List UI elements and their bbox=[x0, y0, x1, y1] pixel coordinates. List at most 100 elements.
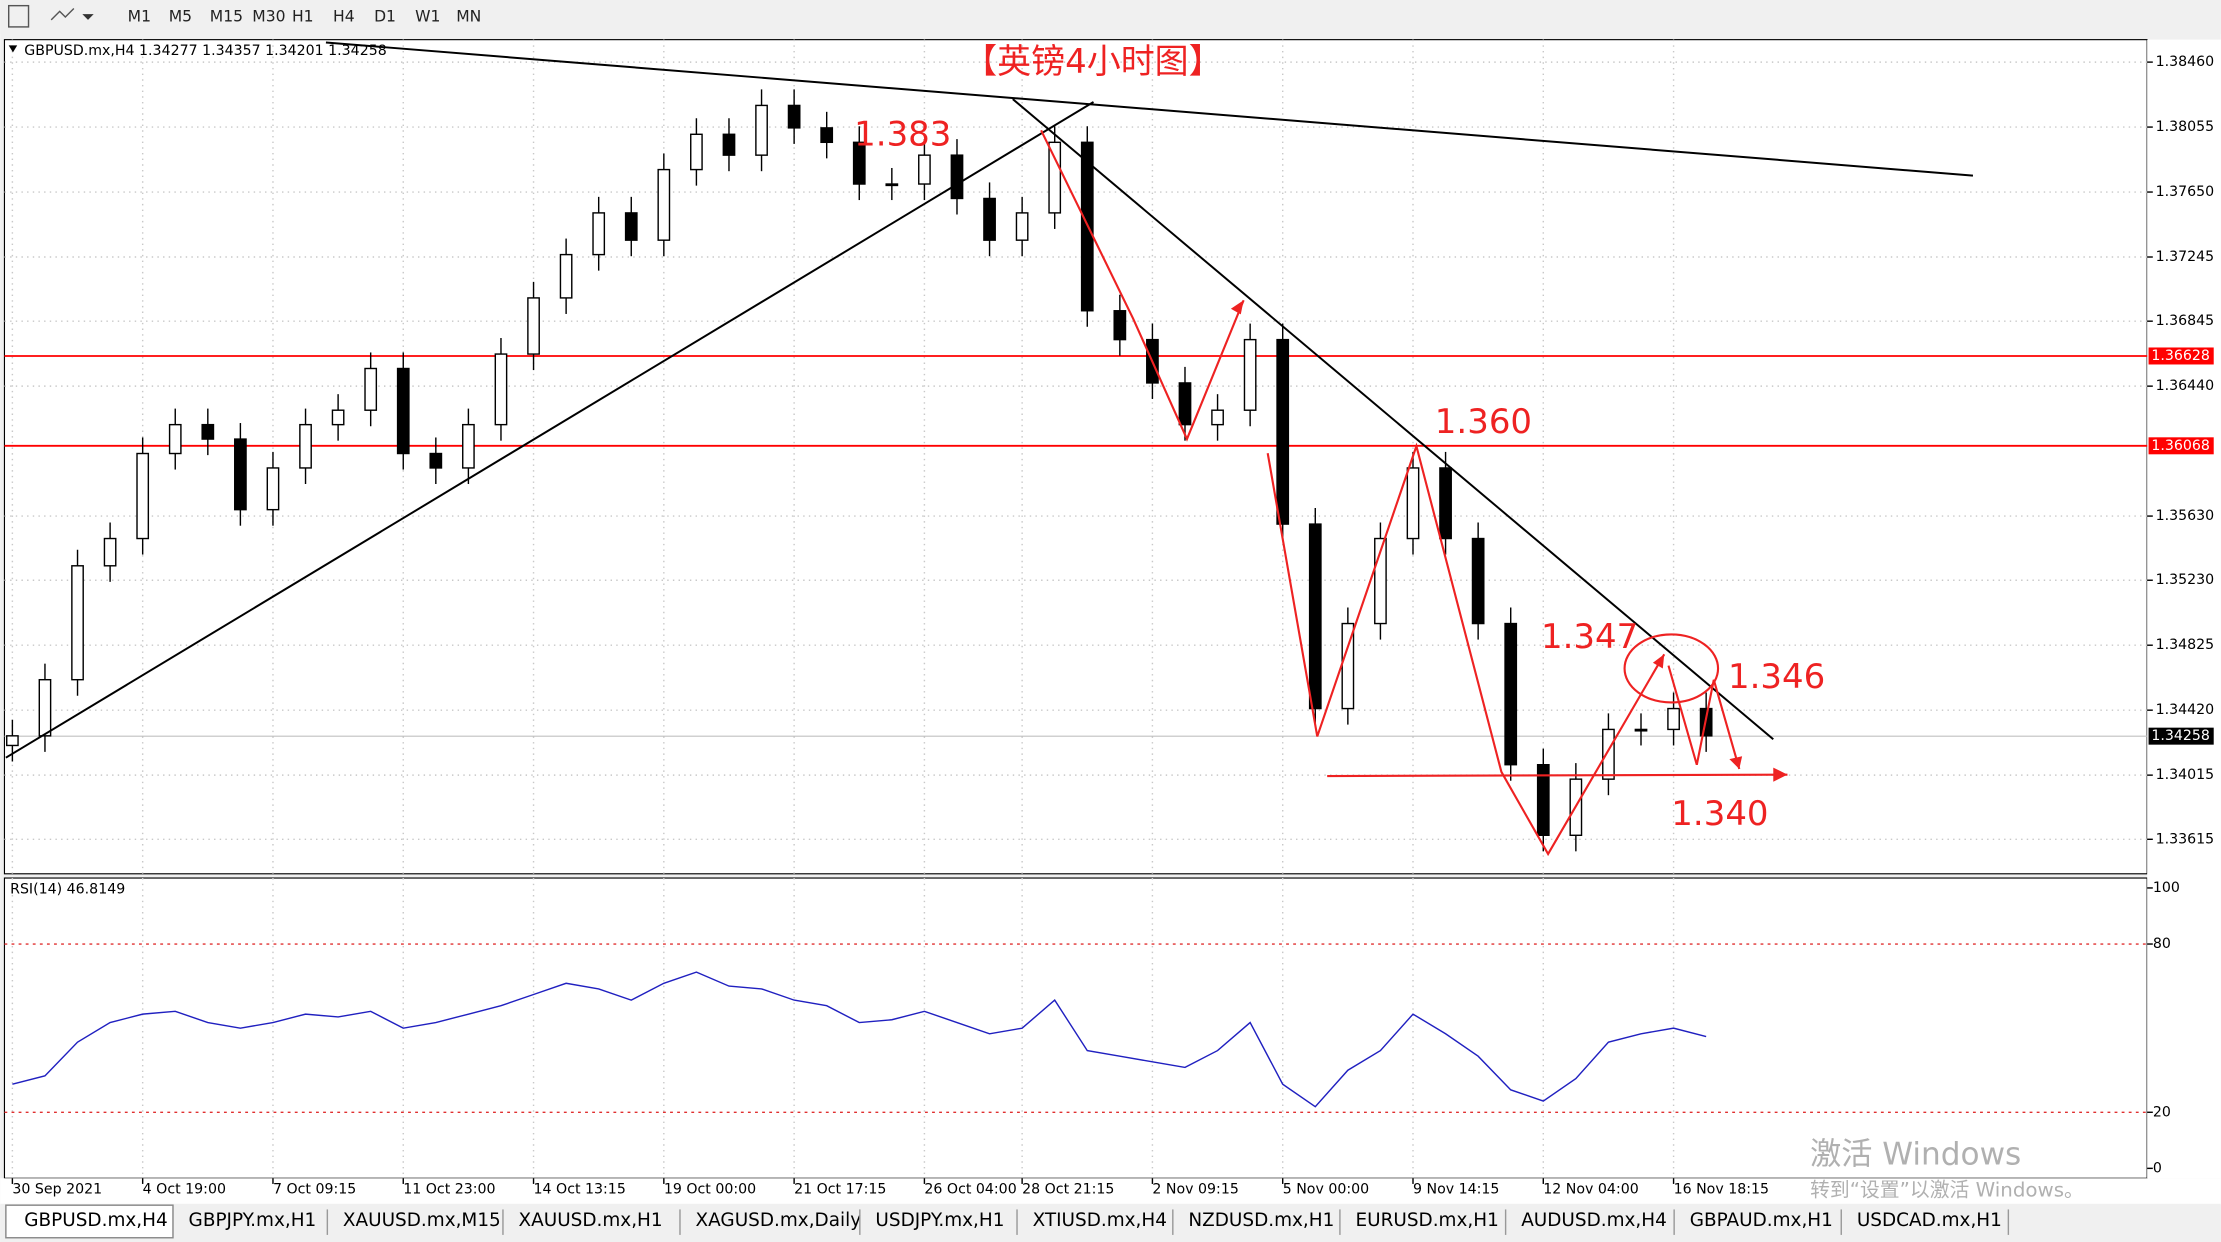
candle-body bbox=[396, 367, 410, 455]
chart-tab[interactable]: NZDUSD.mx,H1 bbox=[1188, 1210, 1334, 1231]
chart-tab[interactable]: XAUUSD.mx,H1 bbox=[519, 1210, 663, 1231]
chart-tab[interactable]: GBPAUD.mx,H1 bbox=[1690, 1210, 1833, 1231]
chart-tab[interactable]: AUDUSD.mx,H4 bbox=[1521, 1210, 1667, 1231]
price-annotation: 1.346 bbox=[1728, 657, 1825, 697]
rsi-title: RSI(14) 46.8149 bbox=[10, 881, 125, 897]
candle-body bbox=[38, 678, 52, 737]
candle-body bbox=[1504, 622, 1518, 766]
candle-body bbox=[1667, 707, 1680, 731]
timeframe-button[interactable]: M30 bbox=[252, 7, 285, 25]
timeframe-button[interactable]: M15 bbox=[210, 7, 243, 25]
timeframe-button[interactable]: M5 bbox=[169, 7, 192, 25]
x-tick-label: 5 Nov 00:00 bbox=[1283, 1182, 1369, 1198]
trend-line bbox=[5, 101, 1095, 759]
drawings: 【英镑4小时图】 1.383 1.360 1.347 1.346 1.340 G… bbox=[5, 41, 2084, 1202]
candle-body bbox=[494, 353, 508, 426]
price-label-bg bbox=[2148, 727, 2214, 745]
y-tick-label: 0 bbox=[2153, 1160, 2162, 1176]
candle-body bbox=[6, 735, 19, 747]
candle-body bbox=[559, 253, 573, 299]
red-arrow bbox=[1667, 665, 1741, 770]
x-tick-label: 14 Oct 13:15 bbox=[534, 1182, 626, 1198]
candle-body bbox=[1048, 141, 1062, 214]
candle-body bbox=[168, 423, 182, 455]
x-tick-label: 2 Nov 09:15 bbox=[1152, 1182, 1238, 1198]
x-tick-label: 21 Oct 17:15 bbox=[794, 1182, 886, 1198]
toolbar-bg bbox=[0, 0, 2221, 34]
candle-body bbox=[266, 467, 280, 511]
price-label: 1.34258 bbox=[2151, 728, 2210, 744]
toolbar-icon[interactable] bbox=[7, 4, 30, 28]
red-arrow bbox=[1040, 129, 1245, 442]
candle-body bbox=[1634, 728, 1648, 732]
dropdown-arrow[interactable] bbox=[82, 14, 94, 20]
chart-tab[interactable]: USDCAD.mx,H1 bbox=[1857, 1210, 2002, 1231]
candle-body bbox=[364, 367, 378, 411]
candle-body bbox=[1406, 467, 1420, 540]
x-tick-label: 4 Oct 19:00 bbox=[143, 1182, 226, 1198]
x-tick-label: 26 Oct 04:00 bbox=[924, 1182, 1016, 1198]
chart-tab[interactable]: XTIUSD.mx,H4 bbox=[1033, 1210, 1167, 1231]
rsi-pane bbox=[3, 877, 2148, 1179]
y-tick-label: 100 bbox=[2153, 880, 2180, 896]
candle-body bbox=[787, 104, 801, 129]
red-arrow bbox=[1266, 442, 1666, 857]
candle-body bbox=[299, 423, 312, 469]
chart-tab[interactable]: EURUSD.mx,H1 bbox=[1356, 1210, 1499, 1231]
x-tick-label: 30 Sep 2021 bbox=[12, 1182, 102, 1198]
candle-body bbox=[885, 183, 899, 187]
price-annotation: 1.383 bbox=[854, 114, 951, 154]
tab-bar-bg bbox=[0, 1205, 2221, 1242]
candle-body bbox=[103, 537, 117, 567]
y-tick-label: 1.35630 bbox=[2156, 508, 2215, 524]
x-tick-label: 16 Nov 18:15 bbox=[1674, 1182, 1769, 1198]
chart-tab[interactable]: GBPJPY.mx,H1 bbox=[189, 1210, 317, 1231]
candle-body bbox=[1602, 728, 1615, 780]
chart-tab[interactable]: XAUUSD.mx,M15 bbox=[343, 1210, 501, 1231]
candle-body bbox=[1178, 382, 1192, 426]
candle-body bbox=[331, 409, 345, 426]
y-tick-label: 1.37650 bbox=[2156, 184, 2215, 200]
y-tick-label: 1.36440 bbox=[2156, 378, 2215, 394]
candle-body bbox=[950, 154, 964, 200]
time-axis bbox=[0, 1178, 2221, 1204]
chart-tab[interactable]: USDJPY.mx,H1 bbox=[875, 1210, 1004, 1231]
timeframe-button[interactable]: M1 bbox=[128, 7, 151, 25]
price-annotation: 1.360 bbox=[1435, 402, 1532, 442]
timeframe-button[interactable]: W1 bbox=[415, 7, 440, 25]
candle-body bbox=[527, 297, 540, 355]
candle-body bbox=[657, 168, 671, 241]
watermark-text: 转到“设置”以激活 Windows。 bbox=[1810, 1179, 2084, 1202]
candle-body bbox=[429, 452, 443, 469]
candle-body bbox=[755, 104, 768, 156]
trend-line bbox=[325, 41, 1974, 177]
y-tick-label: 1.38460 bbox=[2156, 54, 2215, 70]
timeframe-button[interactable]: D1 bbox=[374, 7, 396, 25]
toolbar-icon[interactable] bbox=[50, 7, 75, 21]
price-label-bg bbox=[2148, 437, 2214, 455]
candle-body bbox=[462, 423, 475, 469]
y-tick-label: 1.35230 bbox=[2156, 572, 2215, 588]
candle-body bbox=[1471, 537, 1485, 625]
chart-tab[interactable]: GBPUSD.mx,H4 bbox=[24, 1210, 167, 1231]
candle-body bbox=[624, 212, 638, 241]
x-tick-label: 12 Nov 04:00 bbox=[1543, 1182, 1638, 1198]
chart-tab[interactable]: XAGUSD.mx,Daily bbox=[696, 1210, 862, 1231]
y-tick-label: 1.33615 bbox=[2156, 831, 2215, 847]
timeframe-button[interactable]: MN bbox=[456, 7, 481, 25]
toolbar: M1 M5 M15 M30 H1 H4 D1 W1 MN bbox=[0, 0, 2221, 34]
candle-body bbox=[1113, 310, 1127, 341]
tab-bar: GBPUSD.mx,H4 GBPJPY.mx,H1 XAUUSD.mx,M15 XAU… bbox=[0, 1204, 2221, 1242]
candle-body bbox=[983, 197, 996, 241]
timeframe-button[interactable]: H1 bbox=[292, 7, 314, 25]
timeframe-button[interactable]: H4 bbox=[333, 7, 355, 25]
candle-body bbox=[71, 565, 84, 681]
symbol-info: GBPUSD.mx,H4 1.34277 1.34357 1.34201 1.3… bbox=[24, 43, 386, 59]
candle-body bbox=[1374, 537, 1387, 625]
price-annotation: 1.347 bbox=[1541, 617, 1638, 657]
candle-body bbox=[234, 438, 247, 511]
x-tick-label: 19 Oct 00:00 bbox=[664, 1182, 756, 1198]
y-tick-label: 1.34015 bbox=[2156, 767, 2215, 783]
